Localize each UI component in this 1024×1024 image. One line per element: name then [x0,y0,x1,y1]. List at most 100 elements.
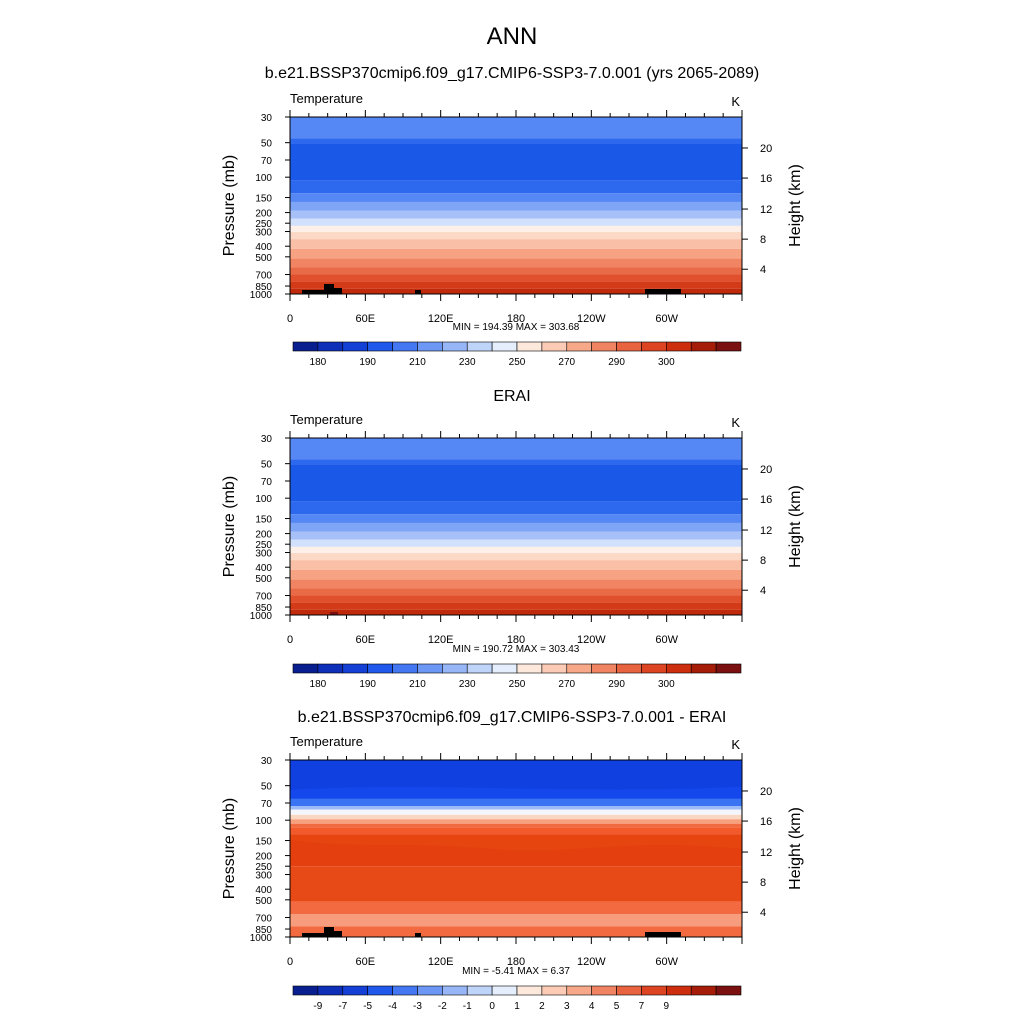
right-tick-label: 8 [760,234,766,246]
y-tick-label: 30 [261,434,273,445]
colorbar-swatch [442,985,468,996]
units-label: K [731,415,740,430]
colorbar-swatch [442,341,468,352]
y-tick-label: 850 [255,282,272,293]
colorbar-swatch [566,663,592,674]
colorbar-swatch [666,341,692,352]
colorbar-swatch [591,663,617,674]
field-band [290,225,742,233]
y-tick-label: 400 [255,242,272,253]
colorbar-swatch [516,341,543,352]
x-tick-label: 120W [577,313,606,325]
colorbar-swatch [367,663,393,674]
right-tick-label: 16 [760,494,772,506]
y-tick-label: 300 [255,871,272,882]
colorbar-swatch [342,663,368,674]
topography [302,933,342,937]
field-band [290,546,742,554]
y-tick-label: 300 [255,549,272,560]
colorbar-swatch [541,663,568,674]
y-tick-label: 1000 [250,933,273,944]
colorbar-label: 5 [614,1001,620,1012]
colorbar-label: 190 [359,679,376,690]
colorbar-swatch [566,341,592,352]
colorbar-label: 210 [409,357,426,368]
field-band [290,926,742,937]
topography [415,933,421,937]
y-tick-label: 700 [255,271,272,282]
y-tick-label: 1000 [250,290,273,301]
x-tick-label: 60E [356,956,376,968]
colorbar-swatch [392,341,418,352]
x-tick-label: 180 [507,634,525,646]
x-tick-label: 60W [655,313,678,325]
colorbar-swatch [516,663,543,674]
field-band [290,258,742,268]
field-band [290,274,742,282]
field-band [290,531,742,540]
topography [324,284,334,294]
y-tick-label: 1000 [250,611,273,622]
right-tick-label: 20 [760,786,772,798]
colorbar-label: 300 [658,357,675,368]
topography [645,289,681,294]
right-tick-label: 4 [760,264,766,276]
field-band [290,809,742,815]
field-band [290,514,742,523]
figure-title: ANN [487,23,538,50]
y-tick-label: 70 [261,477,273,488]
variable-label: Temperature [290,734,363,749]
x-tick-label: 120W [577,634,606,646]
y-tick-label: 100 [255,173,272,184]
right-tick-label: 20 [760,143,772,155]
field-band [290,201,742,211]
colorbar-swatch [666,985,692,996]
chart-panel-3: b.e21.BSSP370cmip6.f09_g17.CMIP6-SSP3-7.… [221,709,804,1012]
colorbar-swatch [616,663,642,674]
field-band [290,522,742,532]
right-tick-label: 8 [760,877,766,889]
y-tick-label: 850 [255,925,272,936]
field-band [290,901,742,914]
y-tick-label: 150 [255,837,272,848]
x-tick-label: 180 [507,313,525,325]
field-band [290,239,742,249]
colorbar-label: 0 [489,1001,495,1012]
y-axis-title: Pressure (mb) [221,798,238,899]
y-tick-label: 850 [255,603,272,614]
panel-title: ERAI [493,388,530,405]
stats-label: MIN = 190.72 MAX = 303.43 [453,644,580,655]
stats-label: MIN = -5.41 MAX = 6.37 [462,966,570,977]
colorbar-swatch [690,341,717,352]
colorbar-label: 230 [459,357,476,368]
colorbar-label: 2 [539,1001,545,1012]
field-band [290,117,742,139]
colorbar-swatch [641,341,667,352]
colorbar-swatch [715,341,742,352]
field-band [290,579,742,589]
colorbar-swatch [466,985,493,996]
y-tick-label: 250 [255,862,272,873]
colorbar-swatch [392,663,418,674]
right-tick-label: 8 [760,555,766,567]
colorbar-swatch [541,985,568,996]
colorbar-label: 210 [409,679,426,690]
colorbar-swatch [666,663,692,674]
colorbar-swatch [641,985,667,996]
field-band [290,866,742,902]
colorbar-swatch [491,985,518,996]
colorbar-label: 250 [509,679,526,690]
chart-panel-1: b.e21.BSSP370cmip6.f09_g17.CMIP6-SSP3-7.… [221,65,804,368]
colorbar-label: 230 [459,679,476,690]
colorbar-label: 300 [658,679,675,690]
field-band [290,281,742,289]
y-tick-label: 30 [261,756,273,767]
colorbar-label: -4 [388,1001,397,1012]
y-axis-title: Pressure (mb) [221,476,238,577]
x-tick-label: 60E [356,634,376,646]
y-axis-title: Pressure (mb) [221,155,238,256]
colorbar-label: -1 [463,1001,472,1012]
field-band [290,267,742,275]
field-band [290,827,742,835]
